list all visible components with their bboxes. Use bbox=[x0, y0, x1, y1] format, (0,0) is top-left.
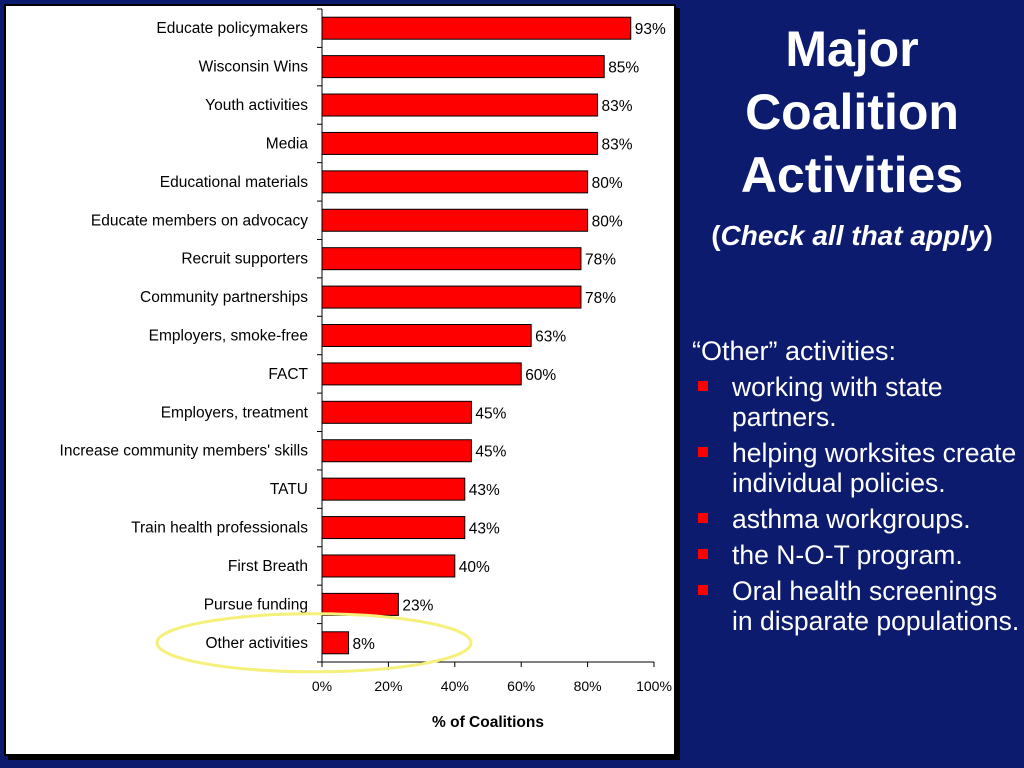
category-label: First Breath bbox=[228, 558, 308, 575]
category-label: Train health professionals bbox=[131, 520, 308, 537]
value-label: 85% bbox=[608, 60, 639, 77]
bar bbox=[321, 131, 599, 155]
bar bbox=[321, 16, 632, 40]
other-activities-heading: “Other” activities: bbox=[692, 336, 897, 366]
subtitle-open-paren: ( bbox=[711, 220, 721, 251]
x-tick-label: 60% bbox=[507, 678, 535, 694]
other-activities-list: working with state partners. helping wor… bbox=[692, 372, 1024, 642]
value-label: 83% bbox=[602, 98, 633, 115]
highlight-ellipse bbox=[155, 612, 473, 674]
category-label: Media bbox=[266, 135, 309, 152]
bar bbox=[321, 324, 532, 347]
category-label: Increase community members' skills bbox=[60, 443, 309, 460]
x-tick-label: 20% bbox=[374, 678, 402, 694]
list-item: working with state partners. bbox=[692, 372, 1024, 432]
category-label: Pursue funding bbox=[204, 596, 308, 613]
category-label: Other activities bbox=[205, 635, 308, 652]
bar bbox=[321, 93, 599, 117]
title-line: Coalition bbox=[745, 84, 959, 140]
value-label: 60% bbox=[525, 367, 556, 384]
bar bbox=[321, 285, 582, 309]
value-label: 63% bbox=[535, 329, 566, 346]
title-line: Major bbox=[785, 21, 919, 77]
category-label: Educate policymakers bbox=[156, 20, 308, 37]
title-line: Activities bbox=[740, 147, 964, 203]
list-item: helping worksites create individual poli… bbox=[692, 438, 1024, 498]
list-item: Oral health screenings in disparate popu… bbox=[692, 576, 1024, 636]
bullet-square-icon bbox=[698, 381, 708, 391]
category-label: Employers, smoke-free bbox=[149, 328, 308, 345]
right-panel: Major Coalition Activities (Check all th… bbox=[680, 0, 1024, 768]
list-item-text: working with state partners. bbox=[732, 372, 943, 432]
value-label: 45% bbox=[475, 444, 506, 461]
category-label: Employers, treatment bbox=[161, 404, 309, 421]
value-label: 93% bbox=[635, 21, 666, 38]
bar bbox=[321, 208, 589, 232]
value-label: 80% bbox=[592, 175, 623, 192]
bar bbox=[321, 439, 472, 463]
category-label: Youth activities bbox=[205, 97, 308, 114]
chart-panel: 0% 20% 40% 60% 80% 100% Educate policymakers 93… bbox=[4, 4, 676, 756]
subtitle-text: Check all that apply bbox=[720, 220, 984, 251]
bar bbox=[321, 477, 466, 501]
category-label: Wisconsin Wins bbox=[199, 59, 309, 76]
subtitle-close-paren: ) bbox=[983, 220, 993, 251]
list-item-text: Oral health screenings in disparate popu… bbox=[732, 576, 1020, 636]
bullet-square-icon bbox=[698, 549, 708, 559]
x-axis-title: % of Coalitions bbox=[432, 714, 544, 731]
bar bbox=[321, 516, 466, 540]
bar bbox=[321, 362, 522, 386]
value-label: 8% bbox=[353, 636, 376, 653]
bar bbox=[321, 55, 605, 79]
bar bbox=[321, 170, 589, 194]
bullet-square-icon bbox=[698, 513, 708, 523]
bar bbox=[321, 592, 399, 616]
x-tick-label: 100% bbox=[636, 678, 672, 694]
slide-subtitle: (Check all that apply) bbox=[700, 218, 1004, 254]
category-label: FACT bbox=[268, 366, 308, 383]
list-item: asthma workgroups. bbox=[692, 504, 1024, 534]
list-item-text: helping worksites create individual poli… bbox=[732, 438, 1017, 498]
value-label: 78% bbox=[585, 290, 616, 307]
bar-chart: 0% 20% 40% 60% 80% 100% Educate policymakers 93… bbox=[60, 8, 672, 731]
x-tick-label: 40% bbox=[441, 678, 469, 694]
bullet-square-icon bbox=[698, 585, 708, 595]
x-tick-label: 80% bbox=[574, 678, 602, 694]
bullet-square-icon bbox=[698, 447, 708, 457]
list-item: the N-O-T program. bbox=[692, 540, 1024, 570]
list-item-text: asthma workgroups. bbox=[732, 504, 971, 534]
value-label: 45% bbox=[475, 405, 506, 422]
slide-title: Major Coalition Activities bbox=[680, 18, 1024, 207]
bar bbox=[321, 400, 472, 424]
bar bbox=[321, 554, 456, 578]
bar bbox=[321, 631, 350, 655]
value-label: 80% bbox=[592, 213, 623, 230]
value-label: 40% bbox=[459, 559, 490, 576]
value-label: 43% bbox=[469, 482, 500, 499]
category-label: TATU bbox=[270, 481, 308, 498]
category-label: Community partnerships bbox=[140, 289, 308, 306]
value-label: 83% bbox=[602, 136, 633, 153]
value-label: 43% bbox=[469, 521, 500, 538]
value-label: 23% bbox=[402, 597, 433, 614]
category-label: Educate members on advocacy bbox=[91, 212, 308, 229]
x-tick-label: 0% bbox=[312, 678, 332, 694]
bar bbox=[321, 247, 582, 271]
category-label: Recruit supporters bbox=[181, 251, 308, 268]
list-item-text: the N-O-T program. bbox=[732, 540, 963, 570]
category-label: Educational materials bbox=[160, 174, 308, 191]
value-label: 78% bbox=[585, 252, 616, 269]
